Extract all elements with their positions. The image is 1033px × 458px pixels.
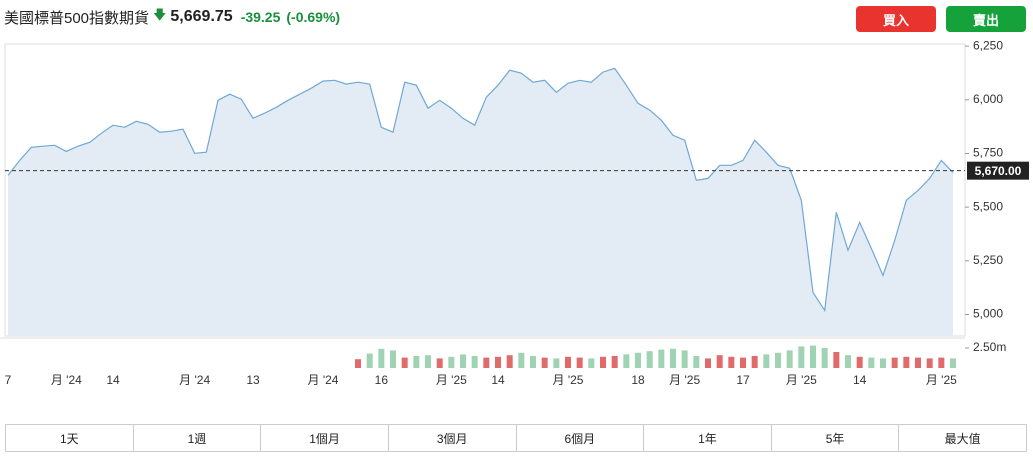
x-tick-label: 月 '25 xyxy=(786,373,817,387)
volume-bar xyxy=(623,354,630,368)
down-arrow: 🡇 xyxy=(153,7,167,22)
x-tick-label: 月 '25 xyxy=(436,373,467,387)
volume-bar xyxy=(740,357,746,368)
price-line xyxy=(7,67,954,313)
x-tick-label: 月 '24 xyxy=(308,373,339,387)
range-tab[interactable]: 5年 xyxy=(772,425,900,451)
x-tick-label: 16 xyxy=(375,373,389,387)
y-tick-label: 5,000 xyxy=(973,307,1003,321)
volume-bar xyxy=(950,358,956,368)
volume-bar xyxy=(530,356,536,368)
volume-bar xyxy=(681,350,688,368)
volume-bar xyxy=(786,350,793,368)
volume-bar xyxy=(856,356,863,368)
volume-bar xyxy=(611,356,618,368)
volume-bar xyxy=(821,348,828,368)
sell-button[interactable]: 賣出 xyxy=(946,6,1026,32)
chart: 5,000 5,250 5,500 5,750 6,000 6,250 5,670.00 2.… xyxy=(0,38,1029,387)
buy-button[interactable]: 買入 xyxy=(856,6,936,32)
volume-bar xyxy=(635,352,641,368)
volume-bar xyxy=(670,348,676,368)
volume-bar xyxy=(401,357,408,368)
volume-bar xyxy=(728,356,735,368)
range-tab[interactable]: 1年 xyxy=(644,425,772,451)
volume-bar xyxy=(448,356,455,368)
y-tick-label: 5,500 xyxy=(973,199,1003,213)
volume-bar xyxy=(600,356,606,368)
volume-bar xyxy=(355,359,361,368)
volume-bar xyxy=(705,358,711,368)
x-tick-label: 月 '24 xyxy=(51,373,82,387)
volume-bar xyxy=(565,356,571,368)
x-tick-label: 14 xyxy=(106,373,120,387)
volume-bar xyxy=(471,356,478,368)
volume-bar xyxy=(460,354,466,368)
volume-bar xyxy=(576,357,583,368)
range-tab[interactable]: 1週 xyxy=(134,425,262,451)
y-tick-label: 6,000 xyxy=(973,92,1003,106)
header: 美國標普500指數期貨 🡇 5,669.75 -39.25 (-0.69%) xyxy=(4,4,346,30)
volume-bar xyxy=(658,349,665,368)
volume-tick-label: 2.50m xyxy=(973,340,1006,354)
volume-bar xyxy=(646,351,653,368)
volume-bar xyxy=(483,357,490,368)
volume-bar xyxy=(845,355,851,368)
volume-bar xyxy=(880,358,886,368)
x-tick-label: 18 xyxy=(631,373,645,387)
x-tick-label: 13 xyxy=(246,373,260,387)
price: 5,669.75 xyxy=(170,8,233,25)
price-tag xyxy=(967,161,1029,180)
volume-bar xyxy=(775,352,781,368)
volume-bar xyxy=(390,350,396,368)
volume-bar xyxy=(553,358,560,368)
change-pct: (-0.69%) xyxy=(286,9,341,25)
y-tick-label: 6,250 xyxy=(973,38,1003,52)
volume-bar xyxy=(436,358,443,368)
volume-bar xyxy=(903,356,910,368)
x-tick-label: 月 '24 xyxy=(179,373,210,387)
volume-bar xyxy=(588,358,595,368)
volume-bar xyxy=(366,353,373,368)
volume-bar xyxy=(378,348,385,368)
volume-bar xyxy=(716,355,723,368)
range-tabs: 1天 1週 1個月 3個月 6個月 1年 5年 最大值 xyxy=(5,424,1027,452)
volume-bar xyxy=(868,357,875,368)
x-tick-label: 月 '25 xyxy=(926,373,957,387)
x-tick-label: 7 xyxy=(5,373,12,387)
volume-bar xyxy=(891,357,898,368)
volume-bar xyxy=(693,356,700,368)
volume-bar xyxy=(810,345,816,368)
volume-bar xyxy=(518,352,525,368)
volume-bar xyxy=(763,354,770,368)
range-tab[interactable]: 1天 xyxy=(6,425,134,451)
y-tick-label: 5,250 xyxy=(973,253,1003,267)
title: 美國標普500指數期貨 xyxy=(4,9,150,27)
volume-bar xyxy=(938,357,945,368)
x-tick-label: 17 xyxy=(736,373,750,387)
volume-bar xyxy=(915,357,921,368)
volume-bar xyxy=(425,355,431,368)
x-tick-label: 14 xyxy=(491,373,505,387)
volume-bar xyxy=(495,356,501,368)
range-tab[interactable]: 1個月 xyxy=(261,425,389,451)
volume-bar xyxy=(798,346,805,368)
range-tab[interactable]: 最大值 xyxy=(944,431,981,446)
volume-bar xyxy=(926,358,933,368)
volume-bar xyxy=(751,356,758,368)
volume-bar xyxy=(541,357,548,368)
x-tick-label: 月 '25 xyxy=(553,373,584,387)
volume-bar xyxy=(413,356,420,368)
volume-bar xyxy=(506,355,513,368)
volume-bar xyxy=(833,352,840,368)
change: -39.25 xyxy=(240,9,281,25)
x-tick-label: 月 '25 xyxy=(669,373,700,387)
range-tab[interactable]: 3個月 xyxy=(389,425,517,451)
y-tick-label: 5,750 xyxy=(973,146,1003,160)
range-tab[interactable]: 6個月 xyxy=(517,425,645,451)
area-fill xyxy=(8,68,953,337)
price-tag-label: 5,670.00 xyxy=(975,164,1022,178)
x-tick-label: 14 xyxy=(853,373,867,387)
